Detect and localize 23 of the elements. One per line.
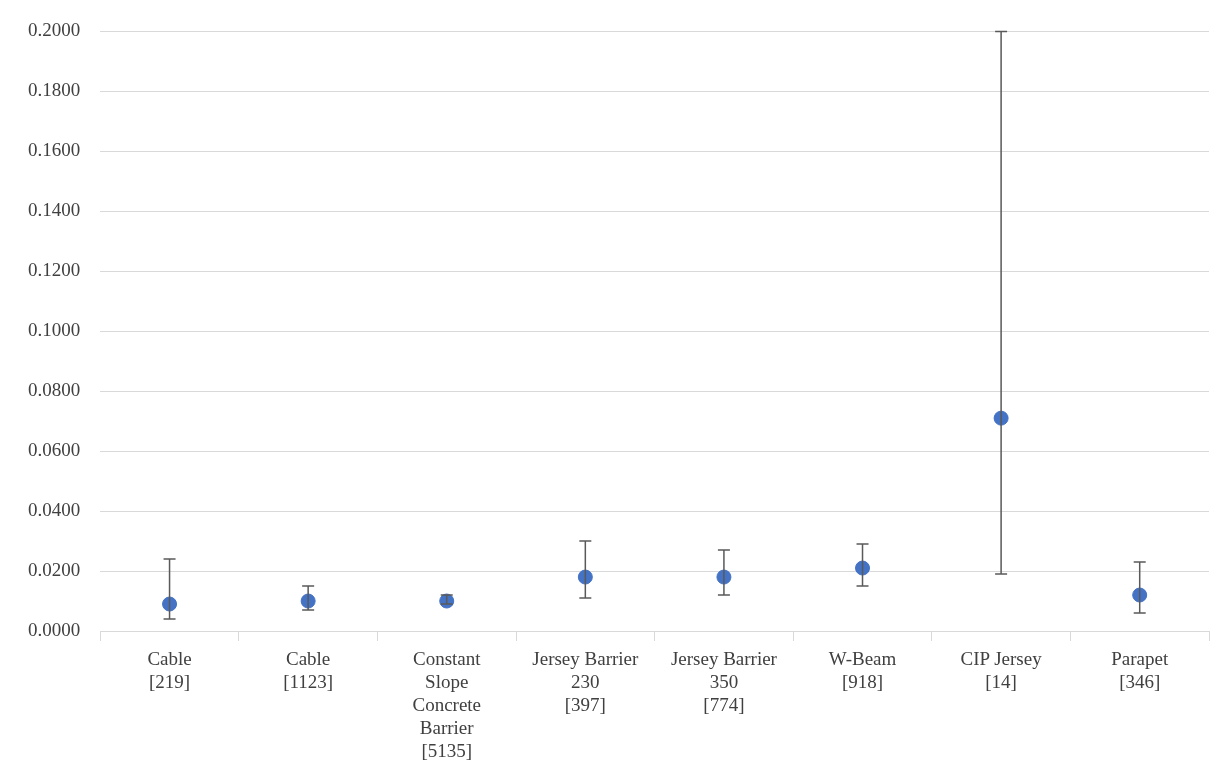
y-tick-label: 0.1200 (28, 259, 81, 281)
point (162, 596, 178, 612)
x-tick-label: Jersey Barrier 350 [774] (670, 648, 778, 715)
point (577, 569, 593, 585)
x-tick-label: Parapet [346] (1111, 648, 1169, 693)
y-tick-label: 0.0200 (28, 559, 81, 581)
y-tick-label: 0.2000 (28, 19, 81, 41)
x-tick-label: CIP Jersey [14] (960, 648, 1043, 693)
x-tick-label: Constant Slope Concrete Barrier [5135] (412, 648, 482, 761)
y-tick-label: 0.1800 (28, 79, 81, 101)
y-tick-label: 0.1400 (28, 199, 81, 221)
point (855, 560, 871, 576)
point (1132, 587, 1148, 603)
y-tick-label: 0.0000 (28, 618, 81, 640)
x-tick-label: W-Beam [918] (828, 648, 897, 693)
x-tick-label: Jersey Barrier 230 [397] (532, 648, 640, 715)
y-tick-label: 0.0600 (28, 439, 81, 461)
x-tick-label: Cable [219] (147, 648, 192, 693)
x-tick-label: Cable [1123] (283, 648, 334, 693)
y-tick-label: 0.1000 (28, 319, 81, 341)
y-tick-label: 0.0400 (28, 499, 81, 521)
y-tick-label: 0.0800 (28, 379, 81, 401)
y-tick-label: 0.1600 (28, 139, 81, 161)
